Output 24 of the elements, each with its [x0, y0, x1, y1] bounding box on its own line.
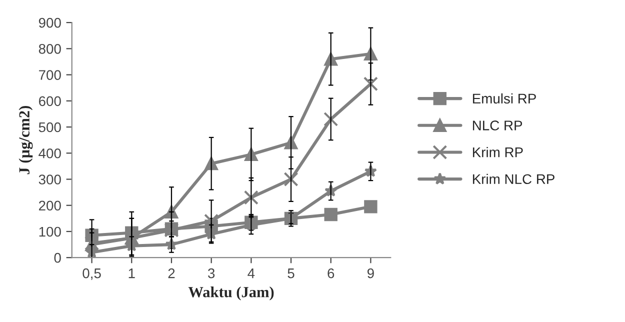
x-tick-label: 2: [168, 268, 175, 278]
legend-label: Emulsi RP: [472, 93, 536, 104]
legend-label: Krim RP: [472, 147, 523, 158]
x-tick-label: 1: [128, 268, 135, 278]
y-tick-label: 800: [38, 44, 61, 54]
y-tick-label: 400: [38, 148, 61, 158]
y-tick-label: 900: [38, 18, 61, 28]
legend-label: NLC RP: [472, 120, 522, 130]
y-tick-label: 200: [38, 200, 61, 211]
x-tick-label: 5: [288, 268, 294, 278]
y-tick-label: 100: [39, 226, 61, 237]
y-tick-label: 700: [39, 70, 61, 80]
y-tick-label: 0: [54, 252, 61, 263]
y-tick-label: 500: [38, 122, 61, 132]
x-axis-title: Waktu (Jam): [188, 286, 274, 300]
x-tick-label: 4: [248, 268, 255, 278]
y-tick-label: 300: [38, 174, 61, 184]
x-tick-label: 3: [208, 268, 215, 278]
y-tick-label: 600: [38, 96, 61, 106]
y-axis-title: J (µg/cm2): [18, 106, 33, 174]
x-tick-label: 0,5: [82, 268, 101, 280]
x-tick-label: 9: [367, 268, 374, 278]
legend-label: Krim NLC RP: [472, 174, 554, 184]
x-tick-label: 6: [328, 268, 334, 278]
